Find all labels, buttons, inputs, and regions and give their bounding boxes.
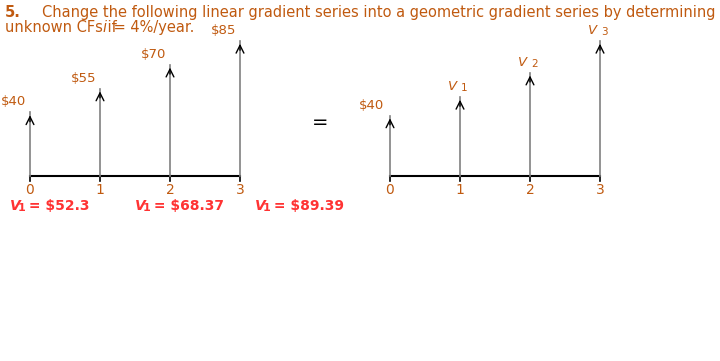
- Text: V: V: [448, 80, 457, 93]
- Text: 2: 2: [526, 183, 534, 197]
- Text: = $68.37: = $68.37: [149, 199, 224, 213]
- Text: $40: $40: [1, 95, 26, 108]
- Text: = $52.3: = $52.3: [24, 199, 89, 213]
- Text: V: V: [255, 199, 266, 213]
- Text: 3: 3: [601, 27, 608, 37]
- Text: 1: 1: [263, 203, 271, 213]
- Text: $85: $85: [211, 24, 236, 37]
- Text: V: V: [10, 199, 21, 213]
- Text: 1: 1: [96, 183, 104, 197]
- Text: 2: 2: [166, 183, 174, 197]
- Text: 1: 1: [143, 203, 150, 213]
- Text: 1: 1: [461, 83, 467, 93]
- Text: =: =: [312, 113, 328, 132]
- Text: = $89.39: = $89.39: [269, 199, 344, 213]
- Text: Change the following linear gradient series into a geometric gradient series by : Change the following linear gradient ser…: [42, 5, 720, 20]
- Text: 2: 2: [531, 59, 538, 69]
- Text: $55: $55: [71, 71, 96, 84]
- Text: unknown CFs if: unknown CFs if: [5, 20, 122, 35]
- Text: 1: 1: [18, 203, 26, 213]
- Text: 3: 3: [595, 183, 604, 197]
- Text: 0: 0: [386, 183, 395, 197]
- Text: i: i: [102, 20, 106, 35]
- Text: 0: 0: [26, 183, 35, 197]
- Text: V: V: [518, 56, 527, 69]
- Text: $40: $40: [359, 99, 384, 112]
- Text: 3: 3: [235, 183, 244, 197]
- Text: V: V: [588, 24, 597, 37]
- Text: V: V: [135, 199, 145, 213]
- Text: 5.: 5.: [5, 5, 21, 20]
- Text: = 4%/year.: = 4%/year.: [109, 20, 194, 35]
- Text: 1: 1: [456, 183, 464, 197]
- Text: $70: $70: [140, 48, 166, 61]
